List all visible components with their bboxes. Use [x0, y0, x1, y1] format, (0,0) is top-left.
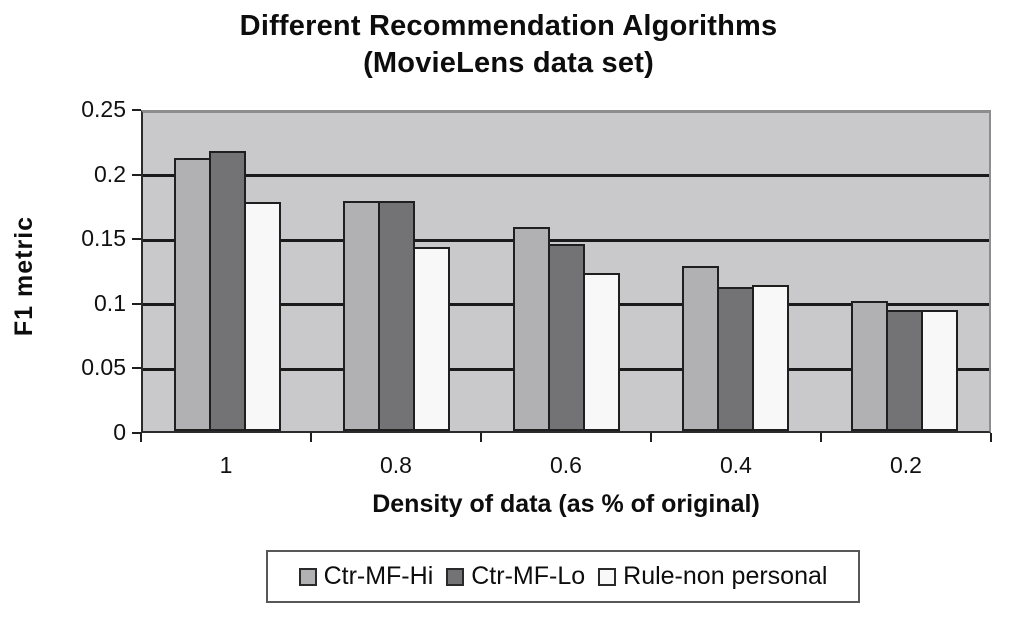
bar-rule-non-personal-0.4	[751, 284, 789, 431]
bar-rule-non-personal-0.6	[582, 273, 620, 431]
x-tick-3	[650, 433, 652, 442]
chart-title-block: Different Recommendation Algorithms (Mov…	[0, 8, 1017, 82]
y-tick-0.15	[132, 238, 141, 241]
bar-ctr-mf-lo-0.6	[547, 244, 585, 431]
x-axis-title: Density of data (as % of original)	[372, 490, 760, 518]
legend-item-ctr-mf-hi: Ctr-MF-Hi	[298, 562, 434, 590]
bar-group-0.6	[481, 113, 650, 431]
y-tick-label-0.1: 0.1	[94, 289, 126, 316]
y-tick-0.05	[132, 367, 141, 370]
gridline-0.2	[143, 174, 989, 178]
x-tick-label-0.2: 0.2	[890, 452, 922, 478]
y-tick-0.25	[132, 109, 141, 111]
x-tick-0	[140, 433, 142, 442]
y-axis-title: F1 metric	[10, 215, 38, 337]
x-tick-label-0.4: 0.4	[720, 452, 752, 478]
bar-group-0.4	[651, 113, 820, 431]
bar-ctr-mf-lo-0.8	[378, 200, 416, 431]
bar-rule-non-personal-1	[244, 202, 282, 431]
bar-ctr-mf-hi-0.2	[850, 301, 888, 431]
bar-group-0.2	[820, 113, 989, 431]
x-tick-label-0.8: 0.8	[380, 452, 412, 478]
gridline-0.15	[143, 238, 989, 242]
x-tick-label-0.6: 0.6	[550, 452, 582, 478]
legend-item-rule-non-personal: Rule-non personal	[598, 564, 827, 589]
legend-label: Ctr-MF-Hi	[323, 562, 434, 590]
legend-item-ctr-mf-lo: Ctr-MF-Lo	[446, 564, 585, 589]
bar-rule-non-personal-0.2	[920, 310, 958, 431]
y-tick-label-0.25: 0.25	[81, 96, 126, 122]
bar-ctr-mf-lo-0.4	[716, 287, 754, 431]
bar-groups-layer	[143, 113, 989, 431]
bar-ctr-mf-hi-0.6	[512, 227, 550, 431]
bar-group-0.8	[312, 113, 481, 431]
y-tick-label-0.2: 0.2	[94, 160, 126, 187]
bar-ctr-mf-lo-1	[209, 151, 247, 431]
x-tick-1	[310, 433, 312, 442]
x-tick-4	[820, 433, 822, 442]
bar-ctr-mf-lo-0.2	[885, 310, 923, 431]
legend-swatch-icon	[298, 567, 317, 586]
plot-area	[141, 110, 991, 433]
bar-ctr-mf-hi-0.8	[343, 200, 381, 431]
bar-rule-non-personal-0.8	[413, 246, 451, 431]
y-tick-label-0.15: 0.15	[81, 225, 126, 252]
chart-title: Different Recommendation Algorithms	[239, 10, 778, 42]
x-tick-5	[990, 433, 992, 442]
bar-ctr-mf-hi-0.4	[681, 265, 719, 431]
legend-swatch-icon	[446, 567, 465, 586]
legend-swatch-icon	[598, 567, 617, 586]
chart-subtitle: (MovieLens data set)	[363, 47, 654, 79]
y-tick-label-0: 0	[113, 419, 126, 445]
y-tick-0.1	[132, 302, 141, 305]
legend-label: Ctr-MF-Lo	[471, 562, 586, 590]
x-tick-label-1: 1	[219, 452, 233, 478]
legend-label: Rule-non personal	[623, 562, 828, 590]
bar-group-1	[143, 113, 312, 431]
y-tick-label-0.05: 0.05	[81, 354, 126, 381]
y-tick-0	[132, 432, 141, 434]
x-tick-2	[480, 433, 482, 442]
bar-ctr-mf-hi-1	[174, 157, 212, 431]
legend: Ctr-MF-Hi Ctr-MF-Lo Rule-non personal	[266, 550, 860, 603]
y-tick-0.2	[132, 173, 141, 176]
